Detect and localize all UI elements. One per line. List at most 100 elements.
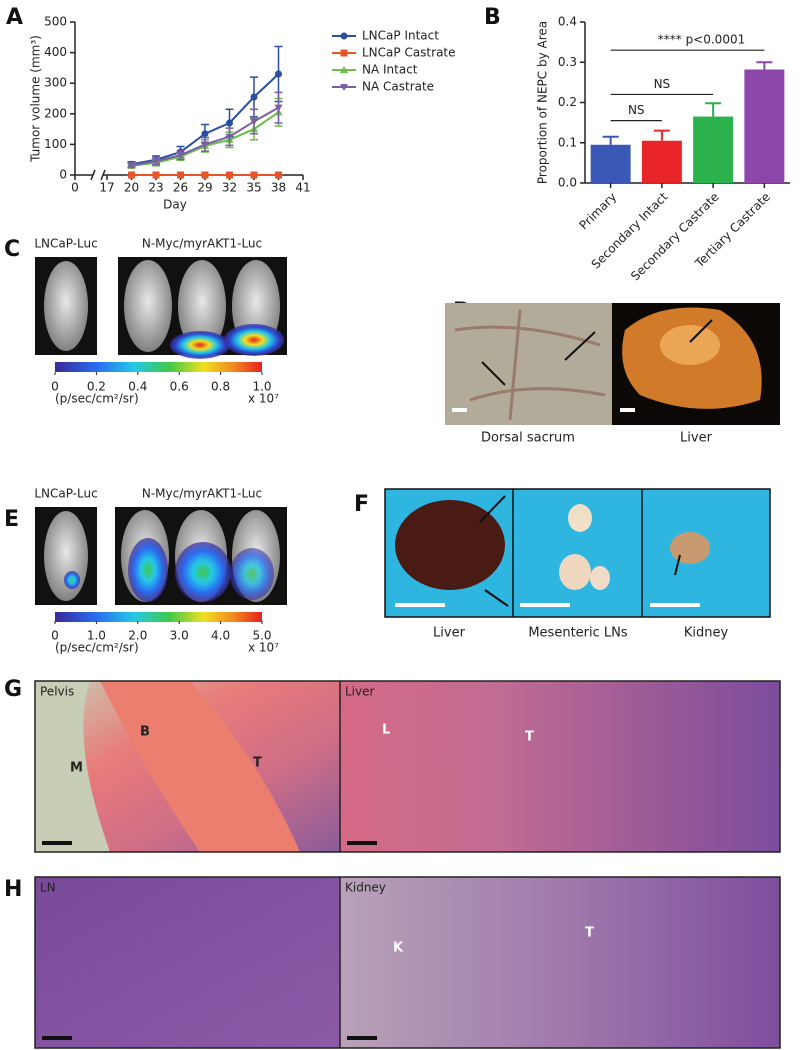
y-tick-label: 0.0 — [558, 176, 577, 190]
marker — [201, 171, 209, 179]
bar — [590, 144, 631, 183]
colorbar-tick-label: 0.8 — [211, 380, 230, 394]
legend-label: LNCaP Castrate — [362, 46, 456, 60]
panel-letter: A — [6, 5, 23, 30]
marker — [152, 158, 160, 166]
y-tick-label: 400 — [44, 45, 67, 59]
x-tick-label: 20 — [124, 181, 139, 195]
x-tick-label: Secondary Castrate — [628, 190, 722, 284]
panel-letter: F — [354, 492, 369, 517]
y-tick-label: 100 — [44, 137, 67, 151]
image-label: Mesenteric LNs — [528, 626, 628, 641]
marker — [127, 162, 136, 170]
colorbar-tick-label: 0 — [51, 629, 59, 643]
y-tick-label: 0.1 — [558, 135, 577, 149]
legend-label: NA Intact — [362, 63, 418, 77]
photo — [384, 488, 771, 618]
colorbar-scale: x 10⁷ — [248, 641, 279, 655]
x-tick-label: 17 — [99, 181, 114, 195]
colorbar-tick-label: 2.0 — [128, 629, 147, 643]
marker — [226, 171, 233, 179]
region-mark: T — [525, 730, 534, 745]
region-label: LN — [40, 881, 56, 895]
marker — [152, 171, 160, 179]
panel-letter: C — [4, 237, 20, 262]
marker — [275, 171, 282, 179]
image-label: Liver — [680, 431, 713, 446]
colorbar-tick-label: 0.2 — [87, 380, 106, 394]
y-tick-label: 0.3 — [558, 55, 577, 69]
y-tick-label: 0.4 — [558, 15, 577, 29]
marker — [250, 171, 258, 179]
colorbar-tick-label: 1.0 — [252, 380, 271, 394]
region-mark: L — [382, 723, 390, 738]
x-tick-label: 32 — [222, 181, 237, 195]
colorbar-tick-label: 1.0 — [87, 629, 106, 643]
bioluminescence-image — [35, 257, 287, 359]
marker — [201, 130, 209, 138]
colorbar-tick-label: 0 — [51, 380, 59, 394]
axis-break — [90, 169, 96, 181]
histology-image — [34, 680, 781, 853]
histology-image — [34, 876, 781, 1049]
image-label: LNCaP-Luc — [34, 487, 97, 501]
y-tick-label: 500 — [44, 15, 67, 29]
legend-label: LNCaP Intact — [362, 29, 439, 43]
error-bar — [653, 129, 670, 141]
image-label: LNCaP-Luc — [34, 237, 97, 251]
marker — [177, 171, 184, 179]
error-bar — [705, 102, 722, 117]
colorbar-unit: (p/sec/cm²/sr) — [55, 392, 139, 406]
marker — [250, 118, 258, 126]
y-tick-label: 0.2 — [558, 95, 577, 109]
marker — [201, 141, 209, 149]
colorbar-unit: (p/sec/cm²/sr) — [55, 641, 139, 655]
colorbar — [55, 612, 262, 622]
region-mark: T — [585, 926, 594, 941]
bar — [641, 140, 682, 183]
region-label: Kidney — [345, 881, 386, 895]
significance-label: NS — [654, 77, 671, 91]
y-axis-label: Tumor volume (mm³) — [29, 35, 43, 163]
colorbar-tick-label: 4.0 — [211, 629, 230, 643]
bar — [744, 69, 785, 183]
x-tick-label: 38 — [271, 181, 286, 195]
colorbar-tick-label: 0.6 — [170, 380, 189, 394]
region-mark: K — [393, 941, 404, 956]
x-tick-label: Primary — [577, 190, 620, 233]
legend-label: NA Castrate — [362, 80, 434, 94]
panel-letter: E — [4, 507, 19, 532]
legend-marker — [340, 66, 348, 73]
x-tick-label: 29 — [197, 181, 212, 195]
x-tick-label: 26 — [173, 181, 188, 195]
bar — [693, 116, 734, 183]
significance-label: NS — [628, 103, 645, 117]
error-bar — [756, 61, 773, 70]
image-label: Kidney — [684, 626, 729, 641]
region-label: Liver — [345, 685, 375, 699]
y-tick-label: 300 — [44, 76, 67, 90]
photo — [445, 303, 780, 425]
marker — [225, 133, 234, 141]
image-label: N-Myc/myrAKT1-Luc — [142, 237, 262, 251]
region-label: Pelvis — [40, 685, 74, 699]
x-axis-label: Day — [163, 198, 187, 212]
x-tick-label: 23 — [148, 181, 163, 195]
axis-break — [100, 169, 106, 181]
marker — [274, 104, 283, 112]
significance-label: **** p<0.0001 — [658, 33, 745, 47]
legend-marker — [340, 49, 348, 57]
colorbar-tick-label: 0.4 — [128, 380, 147, 394]
image-label: N-Myc/myrAKT1-Luc — [142, 487, 262, 501]
region-mark: M — [70, 761, 83, 776]
bioluminescence-image — [35, 507, 287, 605]
x-tick-label: 0 — [71, 181, 79, 195]
colorbar — [55, 362, 262, 372]
marker — [176, 152, 185, 160]
colorbar-tick-label: 3.0 — [170, 629, 189, 643]
x-tick-label: 35 — [246, 181, 261, 195]
y-tick-label: 0 — [59, 168, 67, 182]
image-label: Liver — [433, 626, 466, 641]
y-axis-label: Proportion of NEPC by Area — [536, 21, 550, 184]
